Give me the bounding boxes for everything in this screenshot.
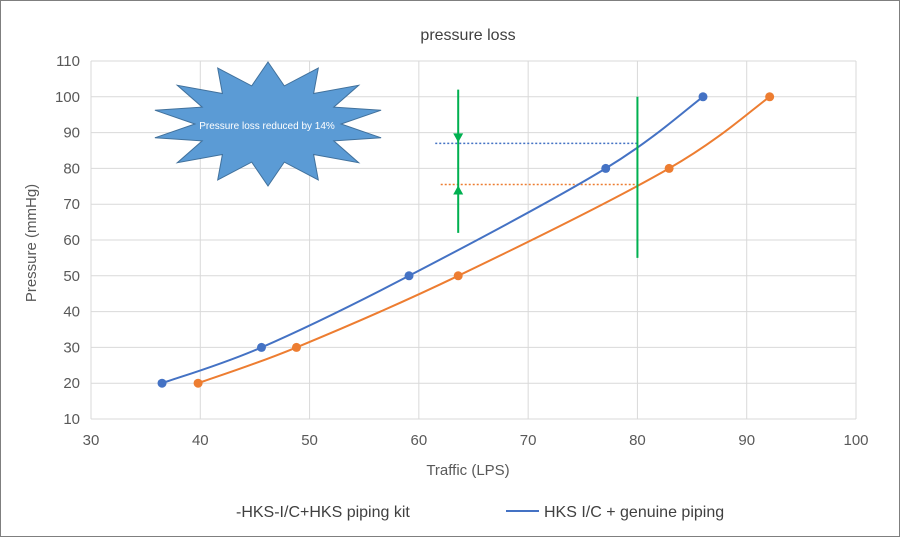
x-tick-label: 100	[843, 432, 868, 449]
y-tick-label: 30	[63, 339, 80, 356]
annotation-arrows	[453, 89, 639, 258]
data-point-orange	[291, 342, 301, 352]
x-tick-label: 40	[192, 432, 209, 449]
y-tick-label: 10	[63, 411, 80, 428]
data-point-blue	[698, 92, 708, 102]
x-tick-label: 80	[629, 432, 646, 449]
y-tick-label: 20	[63, 375, 80, 392]
x-tick-label: 30	[83, 432, 100, 449]
annotation-layer	[435, 142, 638, 186]
x-tick-label: 60	[411, 432, 428, 449]
y-tick-label: 90	[63, 125, 80, 142]
series-layer	[157, 92, 775, 388]
data-point-orange	[765, 92, 775, 102]
x-tick-label: 50	[301, 432, 318, 449]
axis-ticks: 10 20 30 40 50 60 70 80 90 100 110 30 40 50 60 70 80 90 10…	[55, 53, 869, 449]
callout-text: Pressure loss reduced by 14%	[199, 121, 335, 132]
gridlines	[90, 60, 857, 420]
x-tick-label: 70	[520, 432, 537, 449]
y-tick-label: 110	[56, 53, 80, 70]
y-tick-label: 40	[63, 304, 80, 321]
y-tick-label: 80	[63, 160, 80, 177]
data-point-blue	[601, 163, 611, 173]
series-line-orange	[197, 95, 771, 385]
data-point-blue	[256, 342, 266, 352]
y-tick-label: 50	[63, 268, 80, 285]
y-tick-label: 70	[63, 196, 80, 213]
data-point-blue	[157, 378, 167, 388]
y-axis-title: Pressure (mmHg)	[23, 184, 40, 302]
legend-entry-bg	[204, 498, 442, 522]
data-point-orange	[453, 271, 463, 281]
x-tick-label: 90	[738, 432, 755, 449]
x-axis-title: Traffic (LPS)	[426, 462, 509, 479]
chart-title: pressure loss	[420, 27, 515, 44]
y-tick-label: 60	[63, 232, 80, 249]
data-point-orange	[664, 163, 674, 173]
reduction-callout: Pressure loss reduced by 14%	[154, 61, 382, 187]
arrowhead-up	[453, 185, 464, 195]
legend-label-blue-series: HKS I/C + genuine piping	[544, 504, 724, 521]
series-line-blue	[161, 95, 704, 385]
data-point-blue	[404, 271, 414, 281]
callout-burst-shape	[154, 61, 382, 187]
data-point-orange	[193, 378, 203, 388]
y-tick-label: 100	[55, 89, 80, 106]
arrowhead-down	[453, 133, 464, 143]
legend: -HKS-I/C+HKS piping kit HKS I/C + genuin…	[204, 498, 724, 522]
legend-label-orange-series: -HKS-I/C+HKS piping kit	[236, 504, 410, 521]
